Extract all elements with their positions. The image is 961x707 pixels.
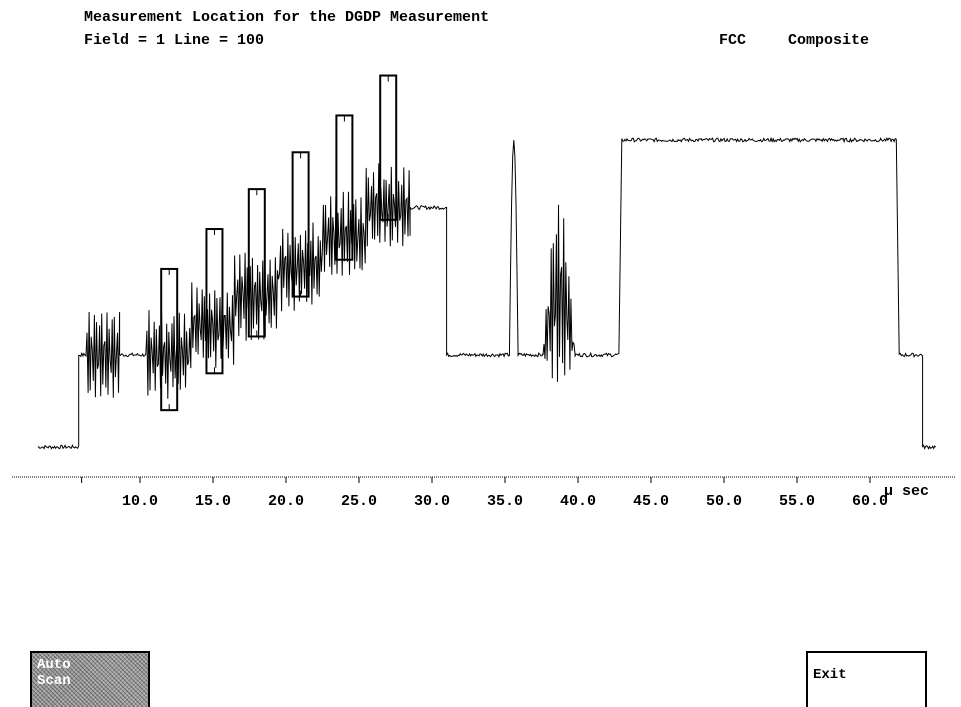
x-tick-label: 25.0 xyxy=(341,493,377,510)
x-tick-label: 30.0 xyxy=(414,493,450,510)
auto-scan-label-line1: Auto xyxy=(37,657,71,673)
measurement-markers xyxy=(160,74,398,412)
measurement-marker xyxy=(291,151,310,298)
exit-label: Exit xyxy=(813,667,847,683)
x-axis xyxy=(12,476,955,483)
x-axis-unit-label: µ sec xyxy=(884,483,929,500)
waveform-chart: 10.0 15.0 20.0 25.0 30.0 35.0 40.0 45.0 50.0 55.0… xyxy=(12,74,955,510)
waveform-trace xyxy=(37,136,937,450)
x-tick-label: 50.0 xyxy=(706,493,742,510)
x-tick-label: 20.0 xyxy=(268,493,304,510)
x-tick-label: 15.0 xyxy=(195,493,231,510)
field-line-info: Field = 1 Line = 100 xyxy=(84,32,265,49)
x-tick-label: 55.0 xyxy=(779,493,815,510)
page-title: Measurement Location for the DGDP Measur… xyxy=(84,9,490,26)
auto-scan-label-line2: Scan xyxy=(37,673,71,689)
waveform-line xyxy=(37,136,937,450)
x-tick-label: 45.0 xyxy=(633,493,669,510)
exit-button[interactable]: Exit xyxy=(806,651,927,707)
auto-scan-button[interactable]: Auto Scan xyxy=(30,651,150,707)
x-tick-label: 40.0 xyxy=(560,493,596,510)
standard-label: FCC xyxy=(719,32,747,49)
x-tick-label: 35.0 xyxy=(487,493,523,510)
signal-type-label: Composite xyxy=(788,32,870,49)
tick-labels: 10.0 15.0 20.0 25.0 30.0 35.0 40.0 45.0 50.0 55.0… xyxy=(122,483,929,510)
x-tick-label: 60.0 xyxy=(852,493,888,510)
x-tick-label: 10.0 xyxy=(122,493,158,510)
